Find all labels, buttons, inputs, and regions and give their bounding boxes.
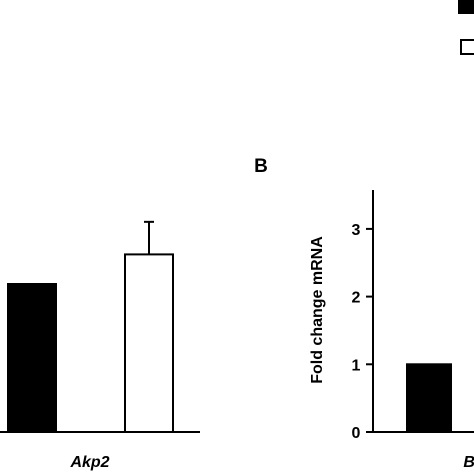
panel-b-label: B [254, 156, 268, 177]
y-tick-label-1: 1 [352, 357, 361, 374]
legend-swatch-white [460, 39, 474, 55]
y-tick-label-2: 2 [352, 290, 361, 307]
panel-b-category-label: Bg [463, 454, 474, 471]
panel-a-category-label: Akp2 [69, 454, 109, 471]
y-tick-label-3: 3 [352, 222, 361, 239]
y-tick-label-0: 0 [352, 425, 361, 442]
legend-swatch-black [458, 0, 474, 14]
panel-a-chart: Akp2 [0, 220, 200, 471]
y-axis-title: Fold change mRNA [309, 236, 326, 384]
panel-b-bar-1 [406, 363, 452, 433]
y-ticks: 0 1 2 3 [352, 222, 373, 442]
panel-a-bar-2 [124, 253, 174, 433]
legend [458, 0, 474, 55]
panel-b-chart: B Fold change mRNA 0 1 2 3 Bg [254, 156, 474, 471]
panel-a-bar-1 [7, 283, 57, 433]
